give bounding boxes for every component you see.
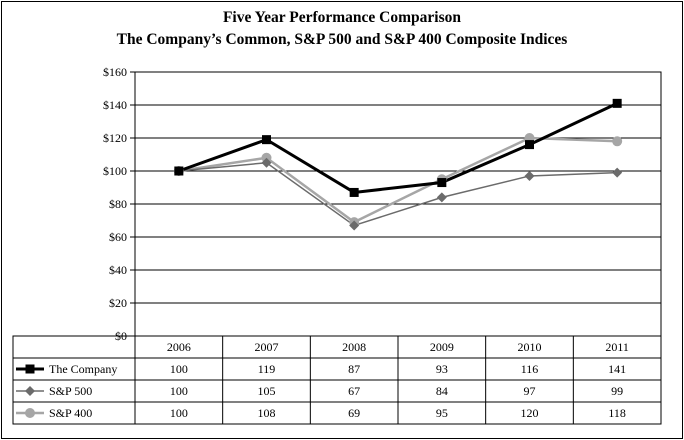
table-cell-value: 87 <box>348 362 360 376</box>
x-tick-label: 2011 <box>605 340 629 354</box>
legend-label: The Company <box>49 362 117 376</box>
data-point <box>261 157 272 168</box>
series-line <box>178 161 618 227</box>
x-tick-label: 2009 <box>430 340 454 354</box>
table-cell-value: 116 <box>521 362 539 376</box>
legend-marker <box>25 386 35 396</box>
y-tick-label: $120 <box>103 131 127 145</box>
grid-lines <box>134 71 662 337</box>
y-tick-label: $60 <box>109 230 127 244</box>
data-point <box>349 187 359 197</box>
table-cell-value: 118 <box>608 406 626 420</box>
y-axis: $0$20$40$60$80$100$120$140$160 <box>103 65 135 343</box>
y-tick-label: $20 <box>109 296 127 310</box>
series-line <box>178 101 618 194</box>
table-cell-value: 95 <box>436 406 448 420</box>
table-cell-value: 100 <box>170 362 188 376</box>
table-cell-value: 100 <box>170 406 188 420</box>
x-tick-label: 2007 <box>255 340 279 354</box>
table-cell-value: 141 <box>608 362 626 376</box>
table-cell-value: 84 <box>436 384 448 398</box>
data-point <box>524 170 535 181</box>
legend-marker <box>25 364 35 374</box>
y-tick-label: $140 <box>103 98 127 112</box>
x-tick-label: 2010 <box>518 340 542 354</box>
chart-subtitle: The Company’s Common, S&P 500 and S&P 40… <box>116 31 568 48</box>
data-point <box>437 178 447 188</box>
legend-label: S&P 500 <box>49 384 92 398</box>
chart-title: Five Year Performance Comparison <box>222 9 462 26</box>
table-cell-value: 93 <box>436 362 448 376</box>
y-tick-label: $100 <box>103 164 127 178</box>
series-lines <box>178 101 618 227</box>
table-cell-value: 97 <box>524 384 536 398</box>
table-cell-value: 108 <box>258 406 276 420</box>
data-point <box>349 220 360 231</box>
table-cell-value: 119 <box>258 362 276 376</box>
data-point <box>612 167 623 178</box>
table-cell-value: 69 <box>348 406 360 420</box>
data-point <box>525 140 534 150</box>
legend-label: S&P 400 <box>49 406 92 420</box>
data-point <box>612 98 622 108</box>
series-line <box>178 136 618 224</box>
x-tick-label: 2008 <box>342 340 366 354</box>
y-tick-label: $160 <box>103 65 127 79</box>
data-point <box>174 166 184 176</box>
data-point <box>436 192 447 203</box>
data-table: 2006 2007 2008 2009 2010 2011 The Company 100 11… <box>12 335 662 425</box>
y-tick-label: $80 <box>109 197 127 211</box>
y-tick-label: $40 <box>109 263 127 277</box>
table-cell-value: 99 <box>611 384 623 398</box>
table-cell-value: 100 <box>170 384 188 398</box>
legend-marker <box>25 408 35 418</box>
data-point <box>262 135 271 145</box>
table-cell-value: 67 <box>348 384 360 398</box>
table-cell-value: 105 <box>258 384 276 398</box>
series-markers <box>173 98 623 231</box>
table-cell-value: 120 <box>521 406 539 420</box>
data-point <box>612 136 623 147</box>
x-tick-label: 2006 <box>167 340 191 354</box>
